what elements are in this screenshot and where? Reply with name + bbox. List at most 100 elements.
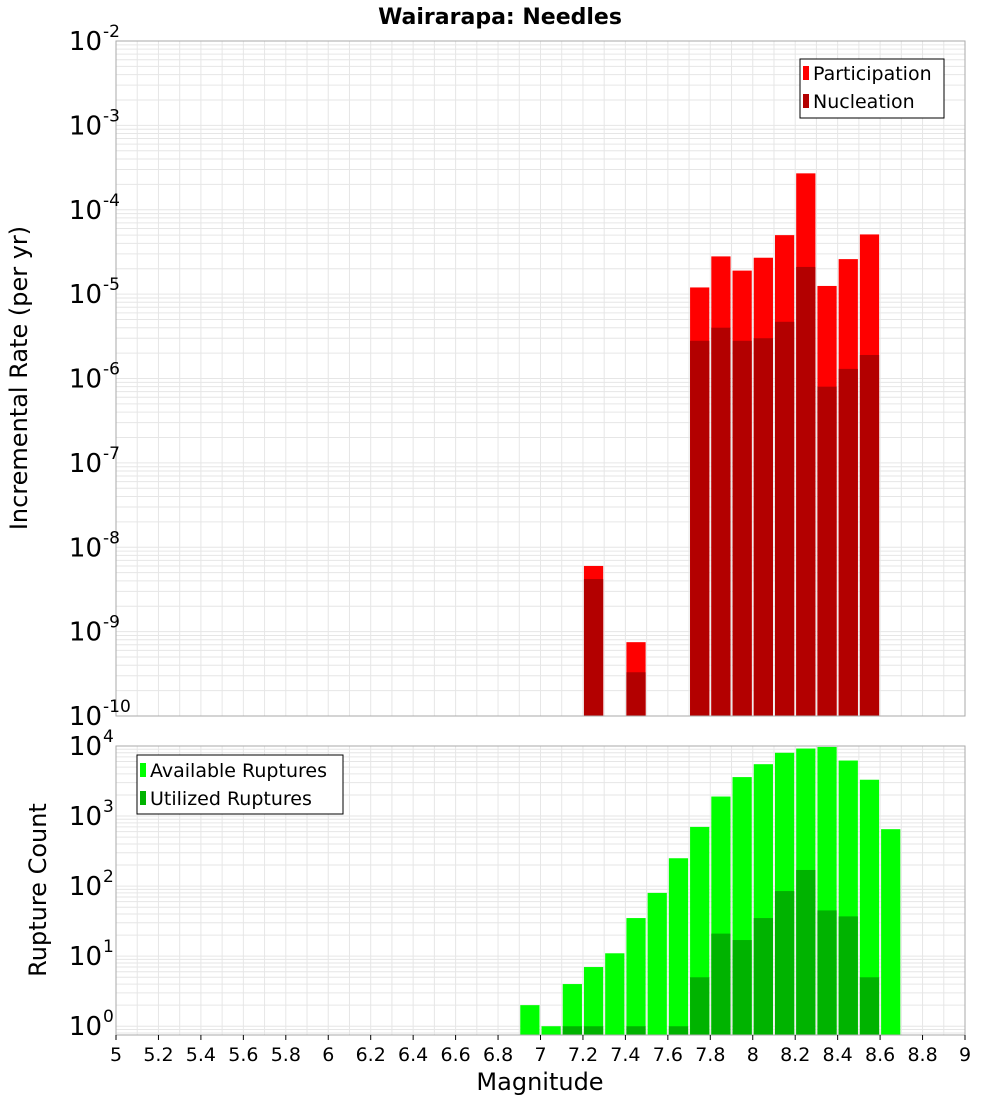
bottom-ytick-base: 10 xyxy=(69,942,102,972)
bottom-bar-s1 xyxy=(626,918,646,1035)
x-tick-label: 5.2 xyxy=(143,1044,173,1066)
x-axis-label: Magnitude xyxy=(476,1068,603,1096)
legend-nucleation-swatch xyxy=(803,94,809,108)
bottom-bar-s1 xyxy=(541,1026,561,1035)
top-ytick-base: 10 xyxy=(69,196,102,226)
bottom-ytick-exp: 0 xyxy=(103,1007,114,1027)
top-bar-s2 xyxy=(817,386,837,716)
top-y-axis-label: Incremental Rate (per yr) xyxy=(5,226,33,530)
top-bar-s2 xyxy=(796,266,816,716)
x-tick-label: 7.2 xyxy=(568,1044,598,1066)
bottom-bar-s2 xyxy=(690,977,710,1035)
top-bar-s2 xyxy=(774,321,795,716)
bottom-ytick-exp: 4 xyxy=(103,727,114,747)
bottom-ytick-exp: 3 xyxy=(103,797,114,817)
bottom-bar-s2 xyxy=(753,918,773,1035)
top-bar-s2 xyxy=(753,338,773,716)
x-ticks: 5 5.2 5.4 5.6 5.8 6 6.2 6.4 6.6 6.8 7 7.2 7.4 7.6 7.8 8… xyxy=(110,1035,971,1066)
x-tick-label: 5 xyxy=(110,1044,122,1066)
x-tick-label: 8.6 xyxy=(865,1044,895,1066)
bottom-legend-box xyxy=(136,754,344,815)
top-bar-s2 xyxy=(626,672,646,716)
chart-title: Wairarapa: Needles xyxy=(378,5,622,30)
top-ytick-exp: -7 xyxy=(103,444,120,464)
legend-available-swatch xyxy=(140,763,146,777)
bottom-ytick-base: 10 xyxy=(69,732,102,762)
top-ytick-exp: -8 xyxy=(103,528,120,548)
bottom-bars xyxy=(520,746,901,1035)
bottom-bar-s1 xyxy=(605,953,625,1035)
bottom-bar-s1 xyxy=(583,967,604,1035)
top-ytick-exp: -3 xyxy=(103,106,120,126)
bottom-bar-s2 xyxy=(774,891,795,1035)
bottom-bar-s2 xyxy=(711,933,731,1035)
bottom-bar-s1 xyxy=(520,1005,540,1035)
x-tick-label: 6.2 xyxy=(356,1044,386,1066)
top-ytick-base: 10 xyxy=(69,27,102,57)
top-ytick-exp: -6 xyxy=(103,360,120,380)
bottom-ytick-exp: 2 xyxy=(103,867,114,887)
bottom-bar-s2 xyxy=(796,869,816,1035)
legend-nucleation-label: Nucleation xyxy=(813,91,915,113)
top-bars xyxy=(583,173,880,716)
x-tick-label: 8.4 xyxy=(823,1044,853,1066)
bottom-bar-s1 xyxy=(562,984,582,1035)
x-tick-label: 9 xyxy=(959,1044,971,1066)
top-ytick-base: 10 xyxy=(69,618,102,648)
legend-utilized-swatch xyxy=(140,791,146,805)
x-tick-label: 5.4 xyxy=(186,1044,216,1066)
bottom-ytick-base: 10 xyxy=(69,802,102,832)
legend-available-label: Available Ruptures xyxy=(150,760,327,782)
x-tick-label: 5.6 xyxy=(228,1044,258,1066)
x-tick-label: 6.8 xyxy=(483,1044,513,1066)
legend-participation-swatch xyxy=(803,66,809,80)
top-bar-s2 xyxy=(859,354,880,716)
legend-participation-label: Participation xyxy=(813,63,932,85)
x-tick-label: 6.6 xyxy=(440,1044,470,1066)
top-bar-s2 xyxy=(583,579,604,716)
top-ytick-base: 10 xyxy=(69,702,102,732)
legend-utilized-label: Utilized Ruptures xyxy=(150,788,312,810)
bottom-bar-s2 xyxy=(583,1026,604,1035)
x-tick-label: 7.8 xyxy=(695,1044,725,1066)
top-ytick-exp: -5 xyxy=(103,275,120,295)
bottom-bar-s2 xyxy=(859,977,880,1035)
x-tick-label: 5.8 xyxy=(271,1044,301,1066)
bottom-bar-s1 xyxy=(881,829,901,1035)
x-tick-label: 7.6 xyxy=(653,1044,683,1066)
x-tick-label: 6 xyxy=(322,1044,334,1066)
top-bar-s2 xyxy=(690,340,710,716)
bottom-bar-s1 xyxy=(668,858,689,1035)
bottom-bar-s2 xyxy=(562,1026,582,1035)
top-bar-s2 xyxy=(711,327,731,716)
bottom-ytick-base: 10 xyxy=(69,1012,102,1042)
x-tick-label: 8.2 xyxy=(780,1044,810,1066)
top-grid xyxy=(115,40,966,717)
top-ytick-exp: -4 xyxy=(103,191,120,211)
bottom-bar-s2 xyxy=(732,940,752,1035)
x-tick-label: 7.4 xyxy=(610,1044,640,1066)
x-tick-label: 6.4 xyxy=(398,1044,428,1066)
bottom-bar-s1 xyxy=(859,779,880,1035)
bottom-bar-s2 xyxy=(838,916,858,1035)
x-tick-label: 7 xyxy=(534,1044,546,1066)
top-bar-s2 xyxy=(838,368,858,716)
bottom-bar-s1 xyxy=(647,892,667,1035)
top-ytick-exp: -9 xyxy=(103,613,120,633)
top-legend: Participation Nucleation xyxy=(799,58,945,119)
top-ytick-base: 10 xyxy=(69,280,102,310)
top-legend-box xyxy=(799,58,945,119)
top-ytick-base: 10 xyxy=(69,449,102,479)
x-tick-label: 8.8 xyxy=(907,1044,937,1066)
bottom-bar-s2 xyxy=(626,1026,646,1035)
top-ytick-base: 10 xyxy=(69,533,102,563)
bottom-ytick-base: 10 xyxy=(69,872,102,902)
top-ytick-exp: -2 xyxy=(103,22,120,42)
top-bar-s2 xyxy=(732,340,752,716)
bottom-bar-s2 xyxy=(817,910,837,1035)
